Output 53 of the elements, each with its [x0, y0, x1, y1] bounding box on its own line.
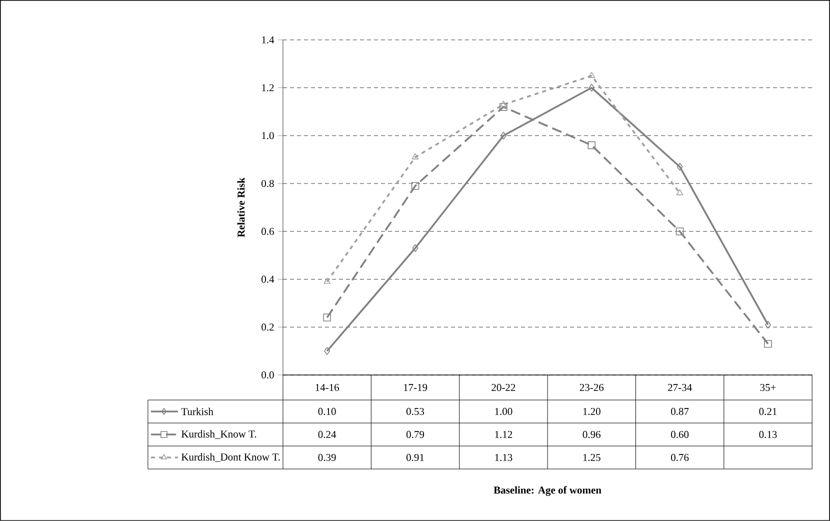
x-tick-label: 35+: [760, 384, 776, 392]
data-label: 0.39: [318, 454, 336, 462]
data-label: 1.20: [583, 408, 600, 416]
x-tick-label: 14-16: [316, 384, 340, 392]
data-label: 0.21: [759, 408, 777, 416]
data-label: 1.12: [495, 430, 512, 438]
point: [411, 182, 420, 190]
y-tick-label: 1.0: [262, 132, 274, 140]
x-tick-label: 27-34: [668, 384, 692, 392]
y-tick-label: 0.0: [262, 371, 274, 379]
x-tick-label: 17-19: [404, 384, 428, 392]
legend-label: Turkish: [181, 408, 214, 416]
point: [676, 189, 684, 196]
point: [412, 244, 418, 252]
y-tick-label: 0.2: [262, 324, 274, 331]
point: [764, 320, 772, 329]
data-label: 0.79: [406, 430, 424, 438]
point: [500, 103, 508, 111]
point: [764, 340, 772, 348]
data-label: 0.13: [759, 430, 777, 438]
legend-label: Kurdish_Dont Know T.: [181, 453, 280, 462]
point: [500, 100, 507, 107]
point: [500, 132, 506, 140]
data-label: 0.24: [318, 430, 336, 438]
text: Baseline: Age of women: [494, 486, 602, 496]
point: [588, 72, 596, 78]
x-tick-label: 23-26: [580, 384, 604, 392]
point: [323, 314, 331, 322]
legend-label: Kurdish_Know T.: [181, 430, 256, 439]
data-label: 0.60: [671, 430, 689, 438]
point: [412, 153, 419, 160]
data-label: 1.25: [583, 454, 600, 462]
data-label: 0.53: [406, 408, 424, 416]
y-tick-label: 0.4: [262, 276, 274, 283]
y-axis-title: Relative Risk: [237, 178, 245, 238]
data-label: 1.00: [495, 408, 512, 416]
point: [324, 278, 330, 284]
y-tick-label: 1.4: [262, 36, 274, 44]
y-tick-label: 0.6: [262, 228, 274, 235]
point: [588, 141, 596, 150]
data-label: 0.10: [318, 408, 336, 416]
data-label: 1.13: [495, 454, 512, 462]
y-tick-label: 0.8: [262, 180, 274, 188]
data-label: 0.91: [406, 454, 424, 462]
data-label: 0.76: [671, 454, 689, 462]
point: [324, 347, 330, 355]
x-tick-label: 20-22: [492, 384, 516, 392]
point: [676, 162, 683, 171]
point: [676, 228, 684, 236]
point: [588, 84, 595, 92]
data-label: 0.87: [671, 408, 689, 416]
y-tick-label: 1.2: [262, 84, 274, 92]
data-label: 0.96: [582, 430, 601, 438]
